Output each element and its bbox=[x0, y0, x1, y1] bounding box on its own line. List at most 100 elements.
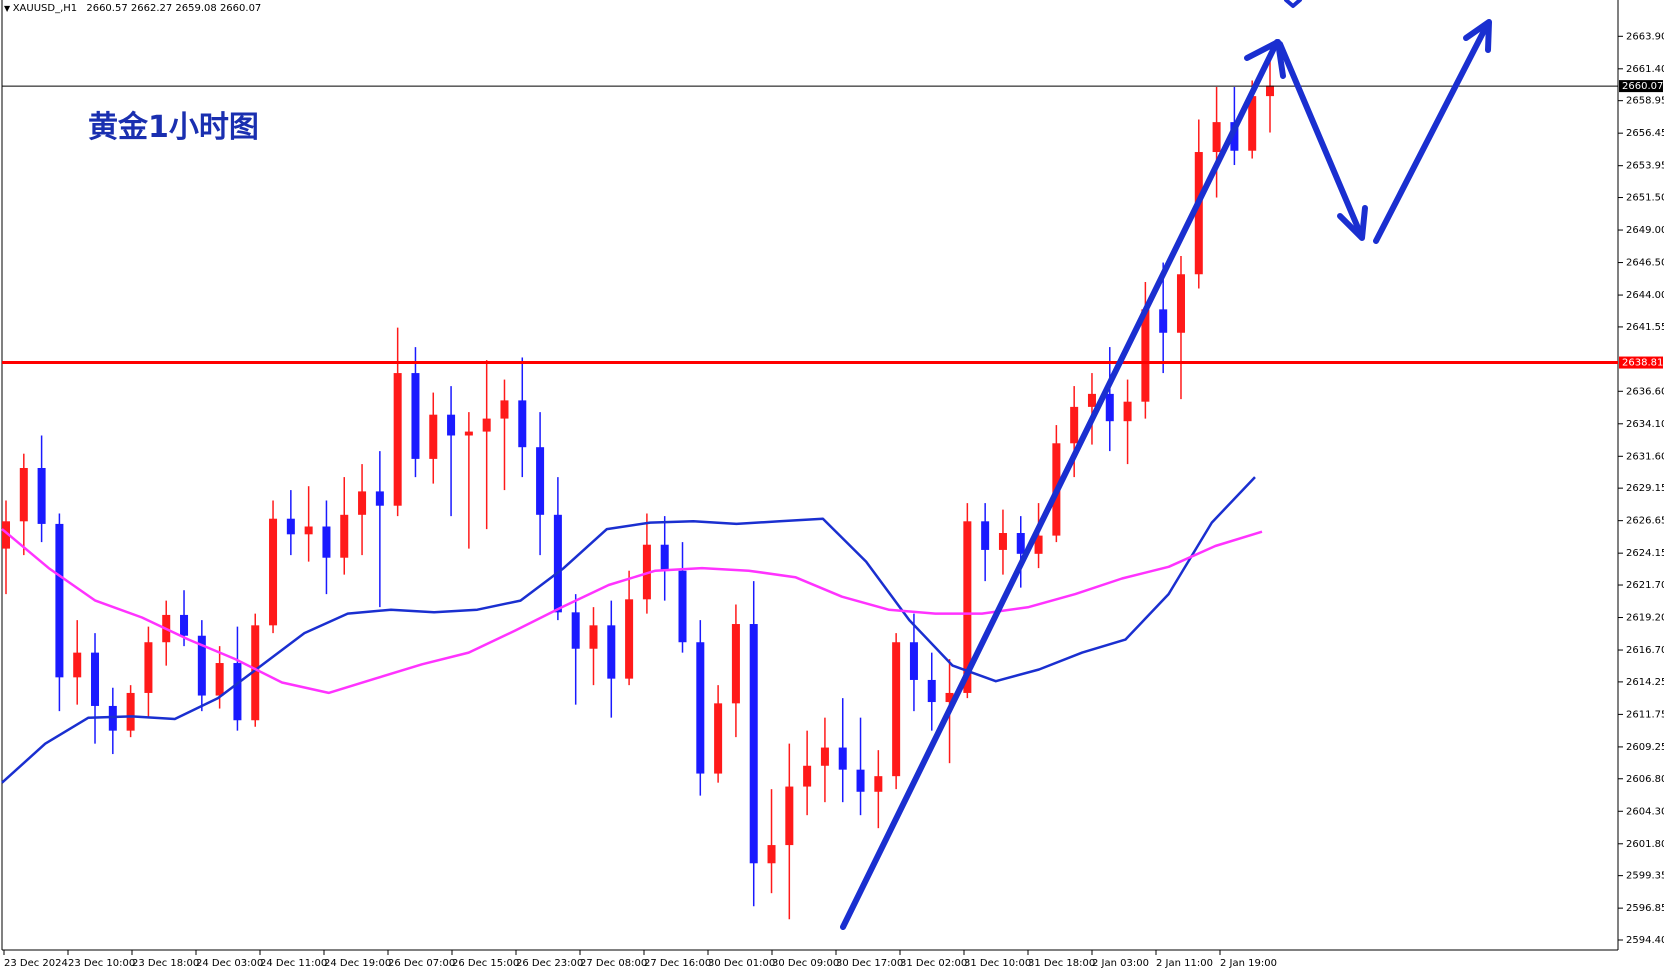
y-tick-label: 2616.70 bbox=[1626, 645, 1664, 656]
y-tick-label: 2599.35 bbox=[1626, 871, 1664, 882]
candle-body bbox=[1, 521, 11, 549]
candle-body bbox=[215, 663, 224, 696]
candle-body bbox=[500, 400, 509, 419]
candle-body bbox=[197, 635, 206, 696]
candle-body bbox=[749, 624, 758, 864]
x-tick-label: 30 Dec 09:00 bbox=[772, 958, 839, 969]
x-tick-label: 27 Dec 08:00 bbox=[580, 958, 647, 969]
candle-body bbox=[571, 612, 580, 649]
candle-body bbox=[233, 663, 242, 721]
candle-body bbox=[1141, 309, 1150, 402]
candle-body bbox=[251, 625, 260, 721]
x-tick-label: 23 Dec 18:00 bbox=[132, 958, 199, 969]
y-tick-label: 2629.15 bbox=[1626, 483, 1664, 494]
x-tick-label: 31 Dec 18:00 bbox=[1028, 958, 1095, 969]
y-tick-label: 2624.15 bbox=[1626, 548, 1664, 559]
moving-average-line bbox=[1, 528, 1263, 695]
y-tick-label: 2604.30 bbox=[1626, 806, 1664, 817]
x-tick-label: 30 Dec 01:00 bbox=[708, 958, 775, 969]
x-tick-label: 30 Dec 17:00 bbox=[836, 958, 903, 969]
current-price-box bbox=[1619, 80, 1663, 93]
y-tick-label: 2636.60 bbox=[1626, 386, 1664, 397]
candle-body bbox=[19, 467, 28, 522]
y-tick-label: 2621.70 bbox=[1626, 580, 1664, 591]
projected-rise-arrow bbox=[1373, 20, 1491, 244]
y-tick-label: 2619.20 bbox=[1626, 613, 1664, 624]
x-tick-label: 31 Dec 10:00 bbox=[964, 958, 1031, 969]
candle-body bbox=[1087, 393, 1096, 407]
downswing-arrow-head bbox=[1337, 205, 1368, 241]
candle-body bbox=[1123, 401, 1132, 422]
candle-body bbox=[820, 747, 829, 766]
candle-body bbox=[1016, 533, 1025, 554]
y-tick-label: 2631.60 bbox=[1626, 451, 1664, 462]
trend-arrows bbox=[840, 0, 1492, 930]
x-tick-label: 2 Jan 19:00 bbox=[1220, 958, 1277, 969]
candle-body bbox=[269, 518, 278, 626]
y-tick-label: 2649.00 bbox=[1626, 225, 1664, 236]
projected-rise-arrow-head bbox=[1463, 19, 1492, 53]
candle-body bbox=[625, 599, 634, 679]
candle-body bbox=[1194, 152, 1203, 275]
candle-body bbox=[1034, 535, 1043, 554]
x-tick-label: 24 Dec 11:00 bbox=[260, 958, 327, 969]
y-tick-label: 2661.40 bbox=[1626, 64, 1664, 75]
y-tick-label: 2663.90 bbox=[1626, 31, 1664, 42]
resistance-price-label: 2638.81 bbox=[1622, 358, 1663, 369]
candle-body bbox=[91, 652, 100, 706]
resistance-price-box bbox=[1619, 356, 1663, 369]
candle-body bbox=[108, 705, 117, 731]
candle-body bbox=[447, 414, 456, 436]
current-price-label: 2660.07 bbox=[1622, 81, 1663, 92]
candle-body bbox=[892, 642, 901, 777]
candle-body bbox=[767, 845, 776, 864]
candle-body bbox=[553, 514, 562, 613]
candle-body bbox=[536, 447, 545, 515]
y-tick-label: 2646.50 bbox=[1626, 258, 1664, 269]
candle-body bbox=[358, 491, 367, 515]
y-tick-label: 2653.95 bbox=[1626, 161, 1664, 172]
candle-body bbox=[55, 523, 64, 678]
x-tick-label: 2 Jan 11:00 bbox=[1156, 958, 1213, 969]
moving-average-line bbox=[1, 476, 1256, 784]
candle-body bbox=[429, 414, 438, 459]
header-arrow-icon: ▼ bbox=[4, 4, 13, 13]
uptrend-arrow bbox=[840, 39, 1280, 930]
candle-body bbox=[998, 533, 1007, 550]
candle-body bbox=[126, 692, 135, 731]
candle-body bbox=[393, 373, 402, 506]
x-tick-label: 24 Dec 19:00 bbox=[324, 958, 391, 969]
candle-body bbox=[1070, 406, 1079, 444]
candle-body bbox=[981, 521, 990, 550]
candle-body bbox=[589, 625, 598, 649]
candle-body bbox=[696, 642, 705, 774]
candle-body bbox=[927, 679, 936, 703]
candle-body bbox=[375, 491, 384, 506]
y-tick-label: 2651.50 bbox=[1626, 193, 1664, 204]
y-tick-label: 2609.25 bbox=[1626, 742, 1664, 753]
x-tick-label: 26 Dec 07:00 bbox=[388, 958, 455, 969]
x-tick-label: 23 Dec 2024 bbox=[4, 958, 68, 969]
candle-body bbox=[714, 703, 723, 774]
candle-body bbox=[874, 776, 883, 792]
candle-body bbox=[660, 544, 669, 571]
candle-body bbox=[1159, 309, 1168, 333]
x-tick-label: 24 Dec 03:00 bbox=[196, 958, 263, 969]
y-tick-label: 2658.95 bbox=[1626, 96, 1664, 107]
ohlc-readout: 2660.57 2662.27 2659.08 2660.07 bbox=[86, 3, 261, 14]
y-tick-label: 2601.80 bbox=[1626, 839, 1664, 850]
candle-body bbox=[909, 642, 918, 680]
candle-body bbox=[1248, 96, 1257, 151]
candle-body bbox=[1212, 122, 1221, 153]
symbol-label: XAUUSD_,H1 bbox=[13, 3, 77, 14]
x-tick-label: 26 Dec 15:00 bbox=[452, 958, 519, 969]
candle-body bbox=[180, 614, 189, 636]
candle-body bbox=[838, 747, 847, 770]
price-axis: 2663.90 2661.40 2658.95 2656.45 2653.95 2651.… bbox=[1618, 31, 1664, 946]
candle-body bbox=[1105, 393, 1114, 422]
chart-title: 黄金1小时图 bbox=[88, 110, 259, 145]
candle-body bbox=[1176, 274, 1185, 333]
